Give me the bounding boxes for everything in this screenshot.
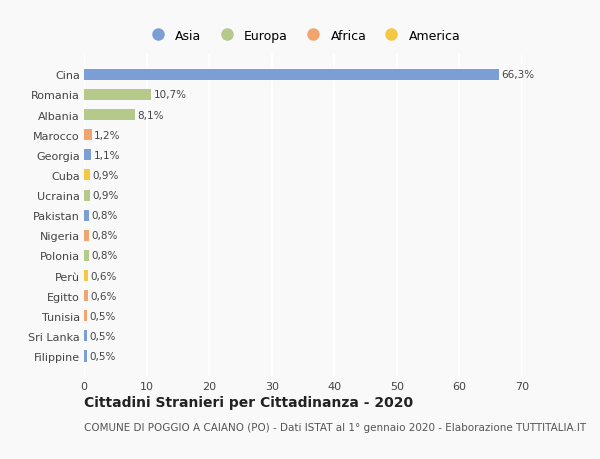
- Bar: [84, 311, 87, 322]
- Bar: [84, 130, 92, 141]
- Text: 0,6%: 0,6%: [90, 291, 116, 301]
- Text: 0,8%: 0,8%: [92, 231, 118, 241]
- Legend: Asia, Europa, Africa, America: Asia, Europa, Africa, America: [142, 26, 464, 46]
- Bar: [84, 170, 89, 181]
- Bar: [84, 70, 499, 81]
- Text: 0,9%: 0,9%: [92, 190, 119, 201]
- Bar: [84, 330, 87, 341]
- Bar: [84, 90, 151, 101]
- Text: Cittadini Stranieri per Cittadinanza - 2020: Cittadini Stranieri per Cittadinanza - 2…: [84, 395, 413, 409]
- Text: 0,8%: 0,8%: [92, 211, 118, 221]
- Text: 0,5%: 0,5%: [89, 311, 116, 321]
- Text: 0,9%: 0,9%: [92, 171, 119, 180]
- Bar: [84, 250, 89, 262]
- Text: 1,2%: 1,2%: [94, 130, 121, 140]
- Text: 0,6%: 0,6%: [90, 271, 116, 281]
- Text: 0,5%: 0,5%: [89, 331, 116, 341]
- Bar: [84, 351, 87, 362]
- Bar: [84, 190, 89, 201]
- Text: 1,1%: 1,1%: [94, 151, 120, 161]
- Text: 8,1%: 8,1%: [137, 110, 164, 120]
- Bar: [84, 230, 89, 241]
- Bar: [84, 270, 88, 281]
- Text: 0,5%: 0,5%: [89, 351, 116, 361]
- Bar: [84, 110, 134, 121]
- Text: COMUNE DI POGGIO A CAIANO (PO) - Dati ISTAT al 1° gennaio 2020 - Elaborazione TU: COMUNE DI POGGIO A CAIANO (PO) - Dati IS…: [84, 422, 586, 432]
- Text: 0,8%: 0,8%: [92, 251, 118, 261]
- Bar: [84, 291, 88, 302]
- Bar: [84, 150, 91, 161]
- Bar: [84, 210, 89, 221]
- Text: 10,7%: 10,7%: [154, 90, 187, 100]
- Text: 66,3%: 66,3%: [502, 70, 535, 80]
